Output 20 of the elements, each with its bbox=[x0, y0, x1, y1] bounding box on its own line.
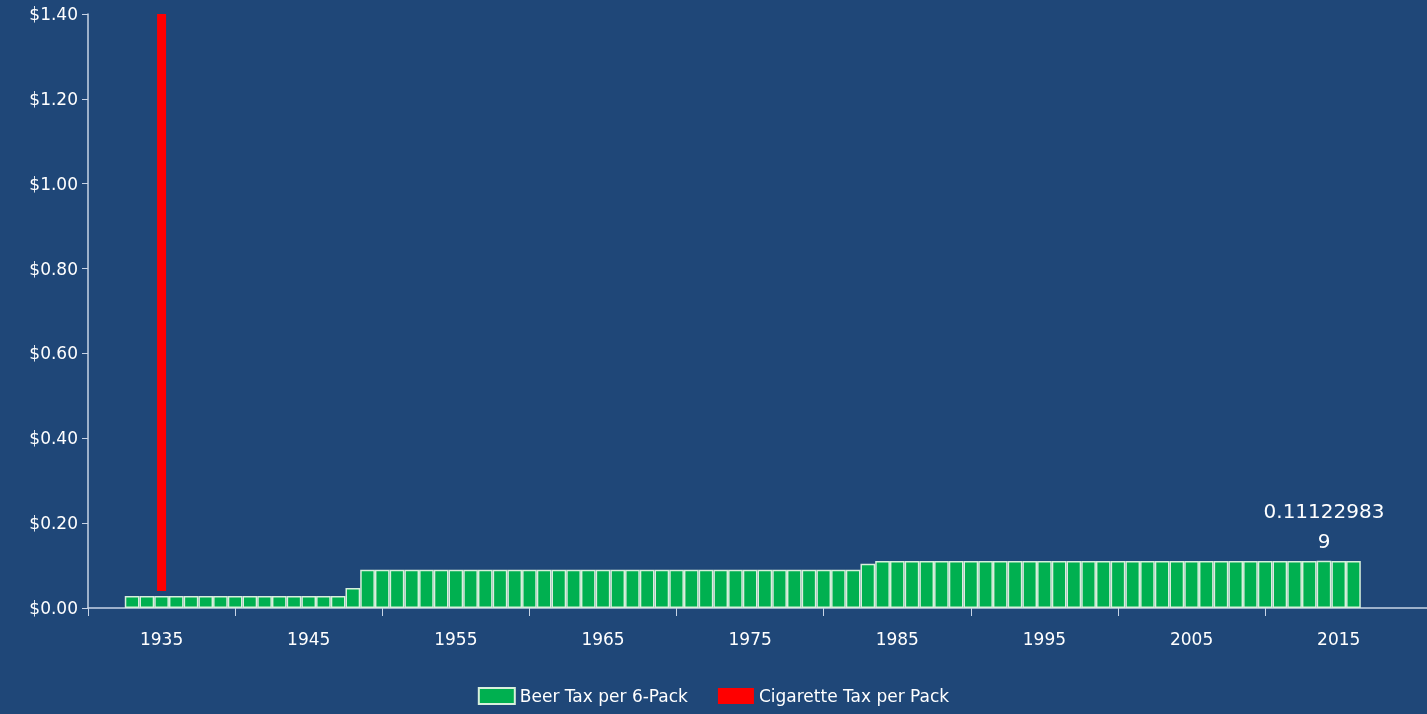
y-tick-label: $0.00 bbox=[29, 598, 78, 618]
x-tick-label: 1985 bbox=[875, 628, 919, 649]
x-tick-label: 1995 bbox=[1022, 628, 1067, 649]
y-tick-label: $1.40 bbox=[29, 4, 78, 24]
y-tick-label: $1.20 bbox=[29, 88, 78, 109]
x-tick-label: 1955 bbox=[434, 628, 478, 649]
y-tick-label: $1.00 bbox=[29, 173, 78, 194]
legend-label: Cigarette Tax per Pack bbox=[758, 686, 950, 706]
x-tick-label: 1965 bbox=[581, 628, 625, 649]
y-tick-label: $0.20 bbox=[29, 513, 78, 534]
y-tick-label: $0.40 bbox=[29, 428, 78, 449]
legend-label: Beer Tax per 6-Pack bbox=[519, 686, 689, 706]
x-tick-label: 2015 bbox=[1317, 628, 1361, 649]
x-tick-label: 2005 bbox=[1169, 628, 1214, 649]
y-tick-label: $0.80 bbox=[29, 258, 78, 279]
y-tick-label: $0.60 bbox=[29, 343, 78, 364]
x-tick-label: 1935 bbox=[139, 628, 184, 649]
x-tick-label: 1975 bbox=[728, 628, 772, 649]
data-label: 0.111229839 bbox=[1263, 498, 1385, 553]
x-tick-label: 1945 bbox=[287, 628, 331, 649]
